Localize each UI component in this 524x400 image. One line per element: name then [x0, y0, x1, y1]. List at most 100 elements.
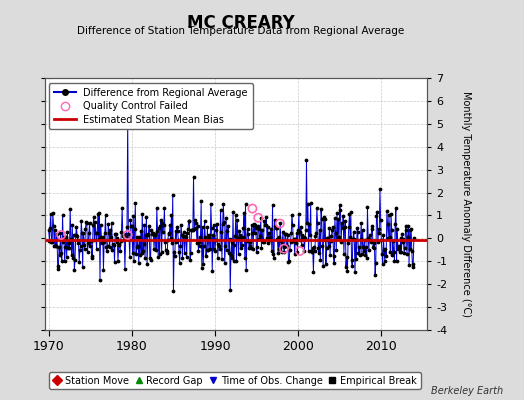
Point [138, 210, 146, 217]
Point [111, 230, 119, 237]
Point [227, 252, 235, 258]
Point [81, 246, 89, 252]
Point [253, 244, 261, 250]
Point [243, 226, 252, 232]
Point [208, 268, 216, 274]
Point [148, 231, 157, 238]
Point [286, 247, 294, 253]
Point [219, 201, 227, 208]
Point [51, 242, 60, 249]
Point [352, 236, 360, 243]
Point [280, 246, 288, 252]
Point [216, 246, 224, 252]
Point [73, 237, 82, 244]
Point [163, 248, 171, 255]
Point [84, 240, 92, 246]
Point [397, 234, 405, 241]
Point [322, 245, 331, 251]
Point [210, 222, 219, 228]
Point [238, 233, 247, 240]
Point [52, 243, 60, 249]
Point [245, 245, 253, 252]
Point [398, 231, 406, 237]
Point [328, 227, 336, 233]
Point [257, 215, 265, 221]
Point [105, 230, 113, 236]
Point [369, 244, 377, 250]
Point [195, 243, 204, 249]
Point [243, 238, 251, 244]
Point [229, 209, 237, 215]
Point [405, 262, 413, 268]
Point [226, 287, 234, 294]
Point [99, 234, 107, 240]
Point [141, 255, 149, 261]
Point [48, 239, 57, 245]
Point [180, 249, 189, 256]
Point [68, 252, 76, 258]
Point [113, 235, 121, 242]
Point [148, 230, 156, 237]
Point [63, 229, 72, 236]
Point [193, 223, 202, 229]
Point [208, 225, 216, 231]
Point [45, 227, 53, 234]
Point [365, 246, 373, 253]
Point [111, 259, 119, 265]
Point [90, 214, 98, 220]
Point [227, 239, 236, 246]
Point [335, 234, 343, 240]
Point [313, 205, 321, 212]
Point [291, 236, 300, 242]
Point [315, 250, 323, 256]
Point [307, 200, 315, 206]
Point [96, 222, 105, 228]
Point [341, 224, 349, 230]
Point [302, 227, 310, 234]
Point [126, 254, 134, 260]
Point [378, 250, 386, 257]
Point [116, 238, 125, 244]
Point [129, 213, 137, 219]
Point [301, 235, 309, 241]
Point [130, 226, 139, 232]
Point [75, 247, 84, 253]
Point [89, 222, 97, 228]
Point [124, 116, 132, 122]
Point [147, 227, 156, 233]
Point [60, 234, 68, 240]
Point [176, 260, 184, 266]
Point [78, 230, 86, 236]
Point [337, 220, 346, 226]
Point [118, 232, 127, 239]
Point [172, 239, 180, 245]
Point [149, 230, 158, 236]
Point [194, 248, 203, 254]
Point [143, 261, 151, 267]
Point [372, 260, 380, 266]
Point [109, 240, 117, 247]
Point [103, 243, 112, 250]
Point [233, 216, 242, 223]
Point [184, 226, 192, 232]
Point [61, 244, 70, 250]
Point [294, 210, 303, 217]
Point [106, 227, 115, 233]
Point [162, 250, 171, 256]
Point [137, 250, 146, 256]
Point [385, 212, 393, 218]
Point [206, 201, 215, 207]
Point [152, 205, 161, 212]
Point [380, 258, 389, 264]
Point [101, 212, 110, 218]
Point [136, 252, 145, 258]
Point [320, 237, 329, 244]
Point [69, 255, 77, 261]
Point [279, 228, 287, 235]
Point [353, 224, 361, 231]
Point [236, 232, 244, 238]
Point [64, 245, 72, 251]
Point [186, 257, 194, 264]
Point [221, 260, 229, 266]
Point [119, 231, 128, 238]
